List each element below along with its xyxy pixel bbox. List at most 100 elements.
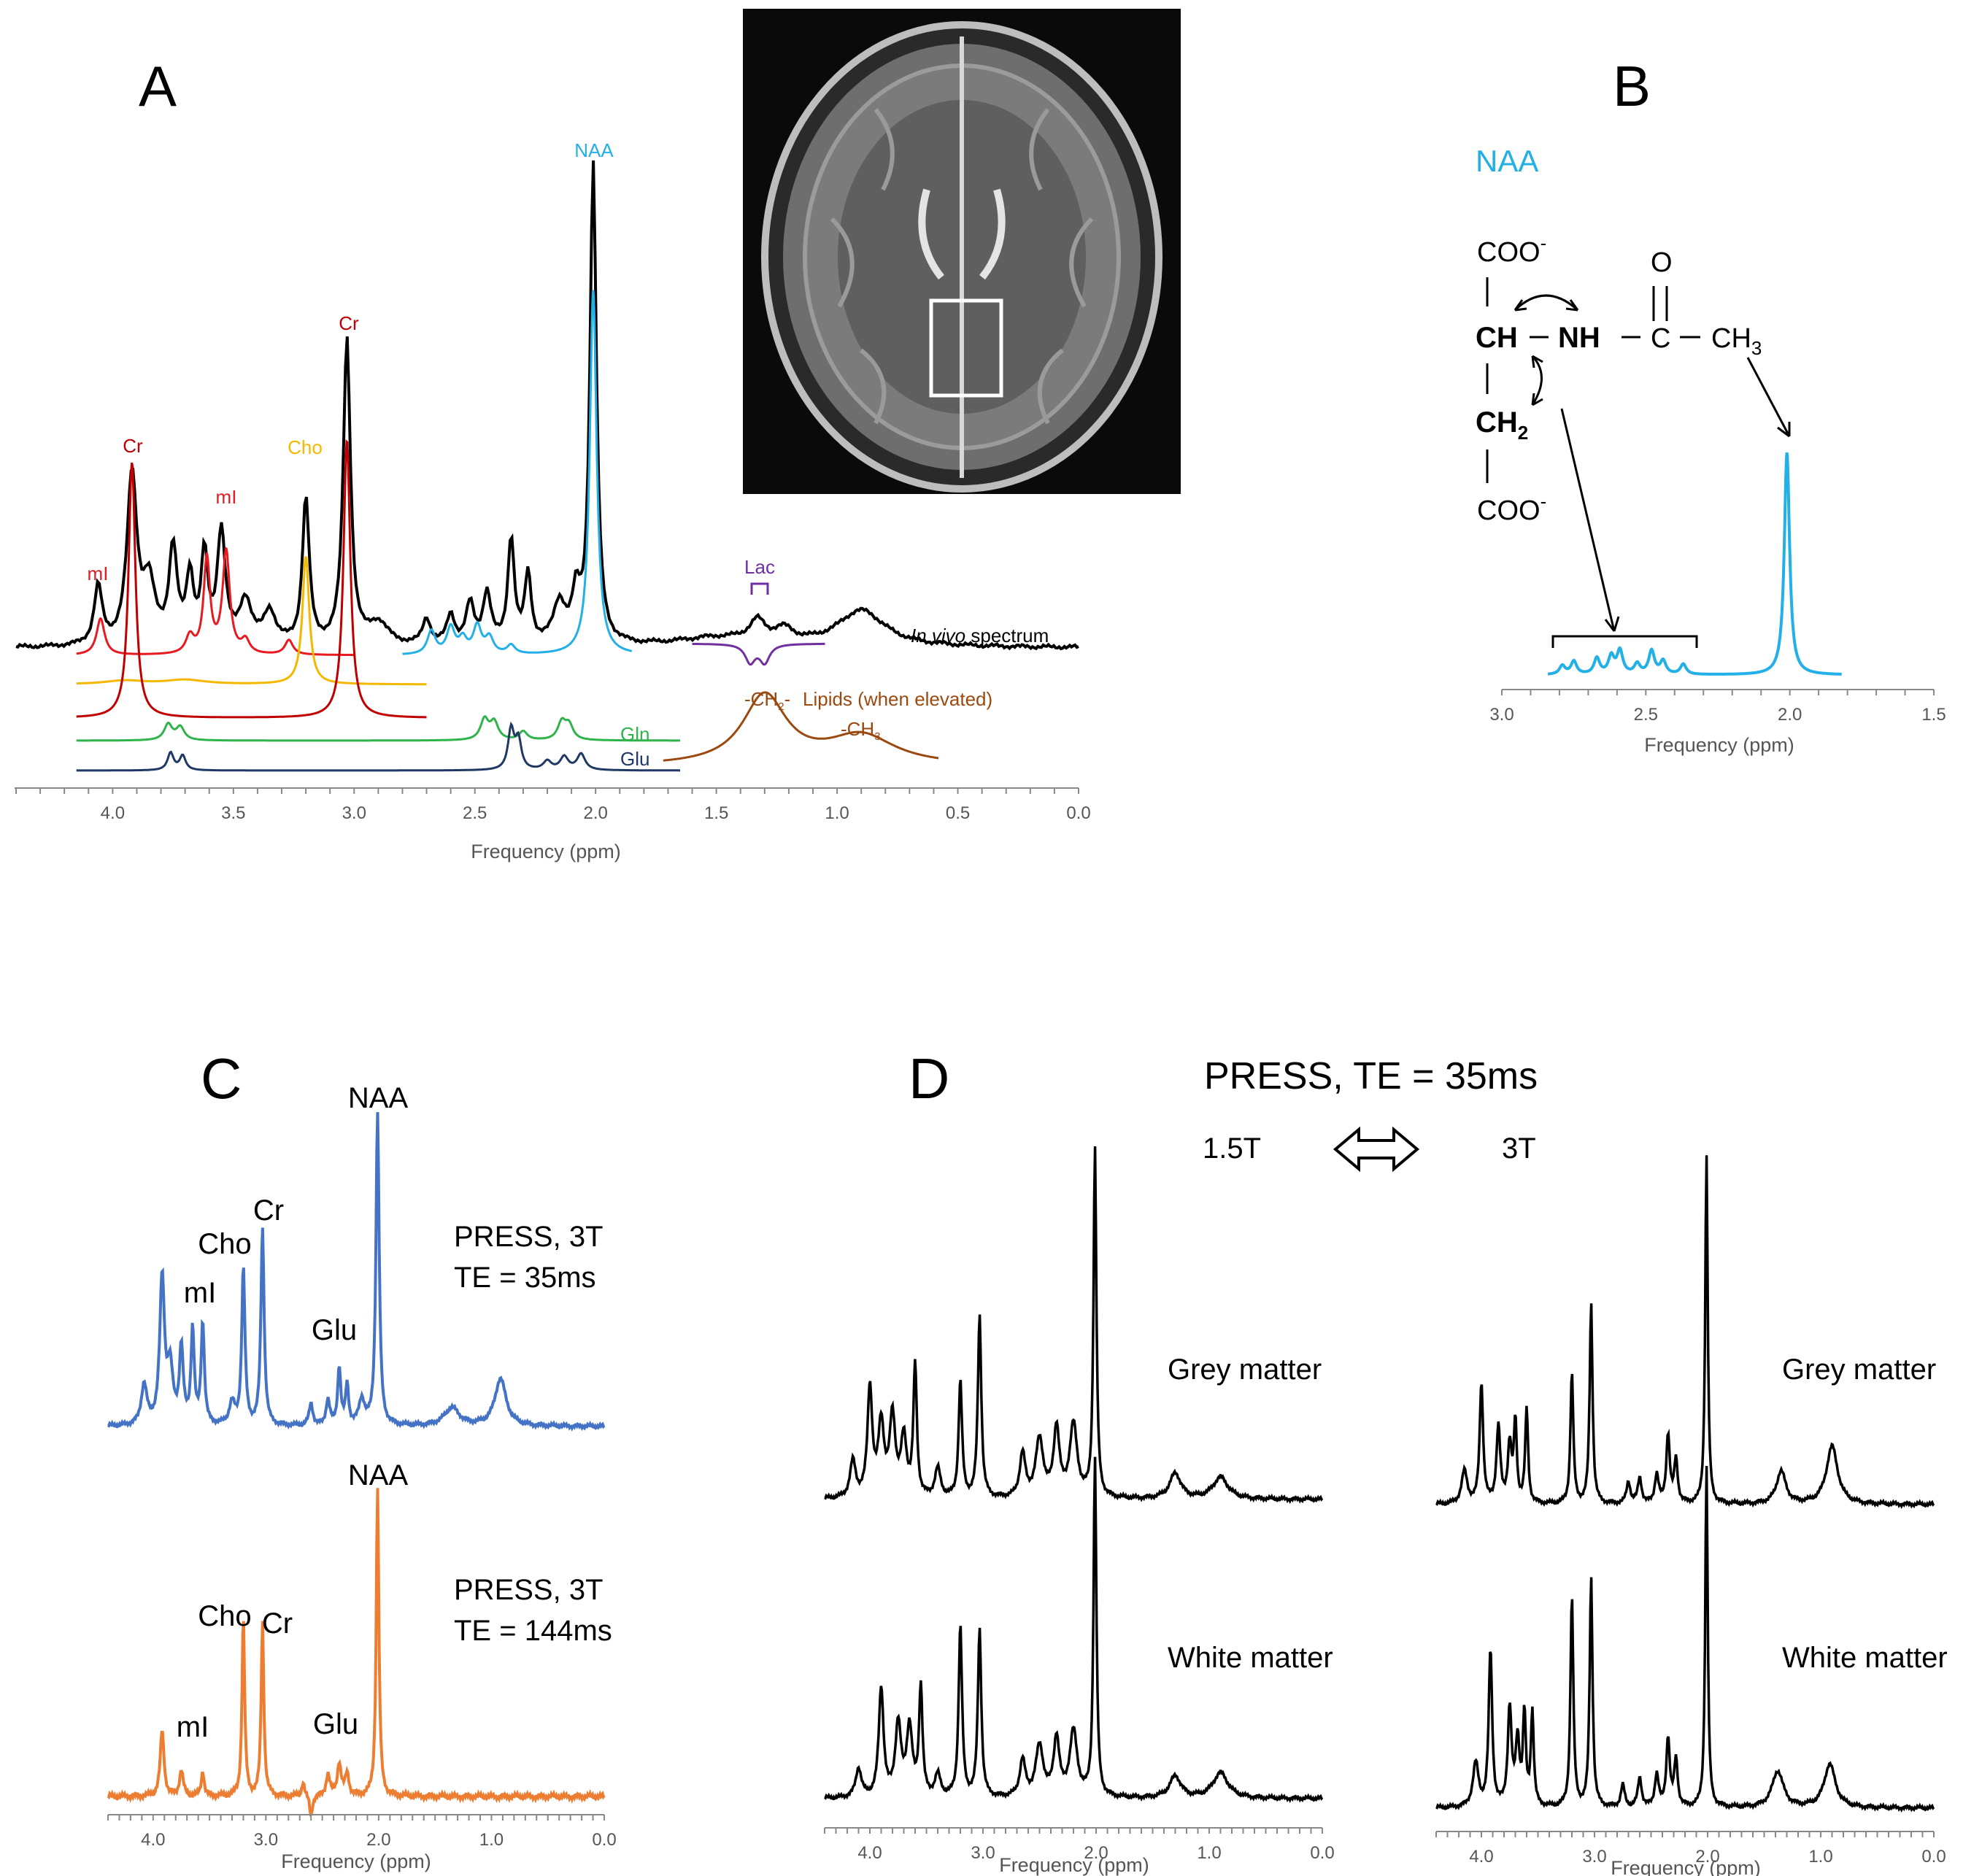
label-ch3: -CH3 bbox=[841, 718, 881, 743]
label-15t-grey: Grey matter bbox=[1168, 1354, 1322, 1386]
spectrum-3t-white bbox=[1435, 1465, 1935, 1813]
label-cho: Cho bbox=[288, 436, 323, 458]
label-mi-405: mI bbox=[88, 563, 109, 584]
tick-label: 1.5 bbox=[704, 803, 728, 823]
mi-basis bbox=[76, 547, 355, 657]
tick-label: 2.0 bbox=[1695, 1847, 1719, 1867]
tick-label: 4.0 bbox=[141, 1830, 165, 1850]
tick-label: 2.0 bbox=[1778, 705, 1802, 725]
label-15t-white: White matter bbox=[1168, 1642, 1333, 1674]
tick-label: 3.0 bbox=[254, 1830, 278, 1850]
tick-label: 4.0 bbox=[1469, 1847, 1493, 1867]
label-lipids: Lipids (when elevated) bbox=[803, 688, 992, 710]
tick-label: 1.5 bbox=[1921, 705, 1946, 725]
panel-c-letter: C bbox=[201, 1046, 242, 1111]
multiplet-bracket bbox=[1551, 635, 1698, 648]
panel-d: D PRESS, TE = 35ms 1.5T 3T Grey matter W… bbox=[824, 1046, 1948, 1876]
tick-label: 3.0 bbox=[1489, 705, 1514, 725]
panel-d-right-xlabel: Frequency (ppm) bbox=[1611, 1857, 1761, 1876]
c-bot-mi: mI bbox=[177, 1711, 209, 1743]
spectrum-te35 bbox=[107, 1112, 606, 1432]
label-cr-39: Cr bbox=[123, 435, 143, 457]
lac-basis bbox=[692, 642, 825, 666]
c-bot-glu: Glu bbox=[313, 1708, 358, 1740]
chem-o: O bbox=[1651, 247, 1673, 278]
tick-label: 4.0 bbox=[101, 803, 125, 823]
panel-a: A 4.0 3.5 3.0 2.5 2.0 1.5 1.0 0.5 0.0 Frequency … bbox=[15, 9, 1181, 862]
panel-b-xlabel: Frequency (ppm) bbox=[1644, 734, 1794, 756]
panel-d-right-ticks: 4.0 3.0 2.0 1.0 0.0 bbox=[1435, 1831, 1946, 1867]
spectrum-15t-white bbox=[824, 1456, 1324, 1803]
panel-a-ticks: 4.0 3.5 3.0 2.5 2.0 1.5 1.0 0.5 0.0 bbox=[15, 788, 1091, 823]
panel-d-letter: D bbox=[909, 1046, 949, 1111]
chem-coo-top: COO- bbox=[1477, 232, 1546, 268]
c-bot-naa: NAA bbox=[348, 1459, 409, 1491]
tick-label: 3.0 bbox=[342, 803, 366, 823]
c-bot-cr: Cr bbox=[262, 1607, 293, 1640]
naa-structure: COO- CH NH C O CH3 CH2 COO- bbox=[1476, 232, 1791, 632]
panel-d-title: PRESS, TE = 35ms bbox=[1204, 1055, 1538, 1097]
panel-b-letter: B bbox=[1613, 54, 1651, 118]
tick-label: 3.5 bbox=[221, 803, 245, 823]
c-top-glu: Glu bbox=[312, 1314, 357, 1346]
panel-a-xlabel: Frequency (ppm) bbox=[471, 841, 621, 862]
lac-bracket bbox=[750, 582, 769, 595]
panel-a-letter: A bbox=[139, 54, 177, 118]
panel-c-xlabel: Frequency (ppm) bbox=[281, 1850, 431, 1872]
c-top-cho: Cho bbox=[198, 1228, 251, 1260]
chem-coo-bottom: COO- bbox=[1477, 490, 1546, 526]
label-invivo: In vivo spectrum bbox=[911, 625, 1049, 646]
glu-basis bbox=[76, 721, 680, 772]
label-naa: NAA bbox=[574, 139, 614, 161]
tick-label: 1.0 bbox=[479, 1830, 504, 1850]
voxel-box bbox=[929, 298, 1003, 398]
chem-ch: CH bbox=[1476, 322, 1518, 354]
lipid-basis bbox=[663, 691, 939, 762]
c-top-seq: PRESS, 3T bbox=[454, 1221, 604, 1253]
tick-label: 1.0 bbox=[825, 803, 849, 823]
tick-label: 0.0 bbox=[592, 1830, 616, 1850]
chem-c: C bbox=[1651, 323, 1670, 354]
panel-d-left-ticks: 4.0 3.0 2.0 1.0 0.0 bbox=[824, 1828, 1335, 1863]
c-bot-te: TE = 144ms bbox=[454, 1615, 612, 1647]
tick-label: 4.0 bbox=[857, 1843, 882, 1863]
label-ch2: -CH2- bbox=[744, 688, 790, 713]
field-15t: 1.5T bbox=[1203, 1132, 1261, 1165]
tick-label: 2.0 bbox=[583, 803, 607, 823]
panel-b: B NAA COO- CH NH C O CH3 CH2 COO- bbox=[1476, 54, 1946, 756]
label-mi-35: mI bbox=[216, 486, 237, 508]
chem-nh: NH bbox=[1558, 322, 1600, 354]
panel-b-title: NAA bbox=[1476, 144, 1538, 178]
tick-label: 1.0 bbox=[1197, 1843, 1221, 1863]
tick-label: 3.0 bbox=[1582, 1847, 1606, 1867]
label-3t-grey: Grey matter bbox=[1782, 1354, 1936, 1386]
c-bot-seq: PRESS, 3T bbox=[454, 1574, 604, 1606]
spectrum-te144 bbox=[107, 1488, 606, 1818]
tick-label: 2.0 bbox=[1084, 1843, 1108, 1863]
label-glu: Glu bbox=[620, 748, 649, 770]
label-lac: Lac bbox=[744, 556, 775, 578]
tick-label: 2.0 bbox=[366, 1830, 390, 1850]
label-cr-3: Cr bbox=[339, 312, 359, 334]
cr-basis bbox=[76, 439, 427, 719]
panel-c-ticks: 4.0 3.0 2.0 1.0 0.0 bbox=[107, 1815, 617, 1850]
naa-spectrum bbox=[1548, 452, 1842, 676]
mri-brain-image bbox=[743, 9, 1181, 494]
spectrum-15t-grey bbox=[824, 1146, 1324, 1505]
c-top-cr: Cr bbox=[253, 1194, 284, 1227]
label-gln: Gln bbox=[620, 723, 649, 745]
field-3t: 3T bbox=[1502, 1132, 1536, 1165]
panel-d-left-xlabel: Frequency (ppm) bbox=[999, 1854, 1149, 1876]
tick-label: 3.0 bbox=[971, 1843, 995, 1863]
c-top-te: TE = 35ms bbox=[454, 1262, 596, 1294]
invivo-spectrum bbox=[15, 160, 1079, 651]
tick-label: 0.0 bbox=[1066, 803, 1090, 823]
chem-ch3: CH3 bbox=[1711, 323, 1762, 359]
tick-label: 2.5 bbox=[463, 803, 487, 823]
panel-b-ticks: 3.0 2.5 2.0 1.5 bbox=[1489, 690, 1946, 725]
c-bot-cho: Cho bbox=[198, 1600, 251, 1632]
tick-label: 0.0 bbox=[1921, 1847, 1946, 1867]
panel-c: C NAA Cr Cho mI Glu PRESS, 3T TE = 35ms … bbox=[107, 1046, 617, 1872]
c-top-naa: NAA bbox=[348, 1082, 409, 1114]
